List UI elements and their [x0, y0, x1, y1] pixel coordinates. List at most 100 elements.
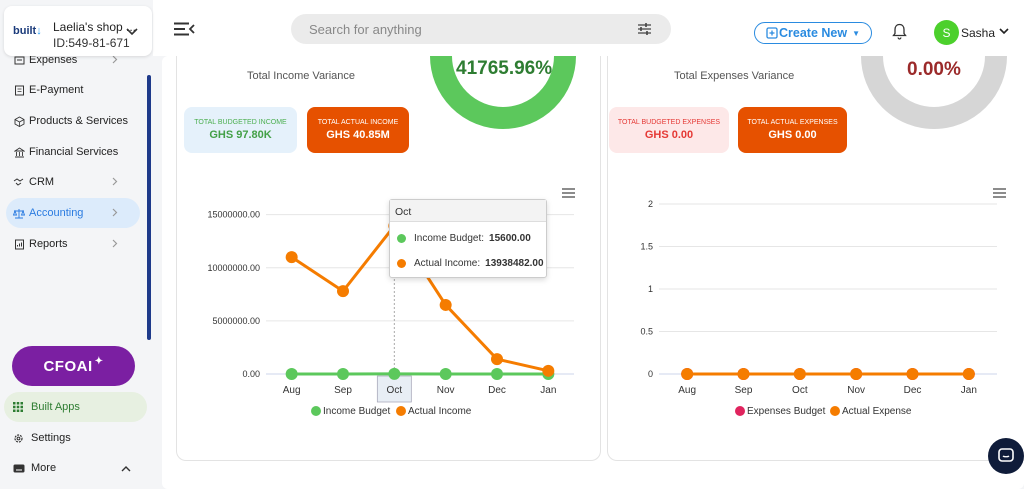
legend-label: Actual Expense: [842, 406, 912, 417]
expenses-line-chart: 0 0.5 1 1.5 2 Aug Sep Oct Nov Dec Jan Expenses Budg…: [640, 199, 997, 417]
chart-menu-icon[interactable]: [993, 188, 1006, 198]
data-point: [542, 364, 555, 377]
data-point: [388, 367, 401, 380]
data-point: [850, 368, 863, 380]
chevron-down-icon[interactable]: [999, 28, 1009, 35]
filter-sliders-icon[interactable]: [637, 22, 652, 36]
built-logo: built↓: [13, 25, 42, 37]
sidebar-item-crm[interactable]: CRM: [6, 167, 140, 197]
create-new-label: Create New: [778, 26, 848, 40]
sidebar-item-label: Accounting: [29, 207, 84, 219]
x-tick-label: Sep: [334, 385, 352, 396]
card-value: GHS 0.00: [768, 129, 817, 141]
card-value: GHS 40.85M: [326, 129, 390, 141]
expenses-variance-label: Total Expenses Variance: [674, 70, 795, 82]
built-apps-button[interactable]: Built Apps: [4, 392, 147, 422]
user-name[interactable]: Sasha: [961, 26, 996, 40]
legend-marker: [830, 406, 840, 416]
receipt-icon: [13, 84, 25, 96]
y-tick-label: 10000000.00: [207, 263, 260, 273]
x-tick-label: Sep: [735, 385, 753, 396]
shop-name: Laelia's shop ...: [53, 20, 137, 34]
sidebar-item-financial-services[interactable]: Financial Services: [6, 137, 140, 167]
settings-label: Settings: [31, 432, 71, 444]
sparkle-icon: ✦: [94, 355, 104, 367]
data-point: [491, 353, 503, 366]
y-tick-label: 0.5: [640, 327, 653, 337]
income-variance-value: 41765.96%: [456, 58, 553, 79]
chevron-right-icon: [112, 177, 118, 186]
data-point: [737, 368, 750, 380]
data-point: [681, 368, 694, 380]
shop-switcher[interactable]: built↓ Laelia's shop ... ID:549-81-671: [4, 6, 152, 56]
x-tick-label: Dec: [904, 385, 922, 396]
y-tick-label: 0.00: [242, 369, 260, 379]
y-tick-label: 15000000.00: [207, 210, 260, 220]
data-point: [439, 298, 452, 311]
settings-button[interactable]: Settings: [4, 423, 147, 453]
actual-dot: [397, 259, 406, 268]
shop-id: ID:549-81-671: [53, 36, 130, 50]
legend-label: Expenses Budget: [747, 406, 826, 417]
more-label: More: [31, 462, 57, 474]
tooltip-actual-value: 13938482.00: [485, 258, 544, 269]
sidebar-item-label: Reports: [29, 238, 68, 250]
x-tick-label: Oct: [387, 385, 403, 396]
caret-down-icon: ▼: [852, 28, 860, 38]
grid-icon: [13, 402, 25, 412]
sidebar-item-label: Expenses: [29, 54, 78, 66]
handshake-icon: [13, 176, 25, 188]
tooltip-actual-row: Actual Income: 13938482.00: [397, 258, 544, 269]
sidebar: built↓ Laelia's shop ... ID:549-81-671 E…: [0, 0, 153, 489]
chevron-right-icon: [112, 208, 118, 217]
x-tick-label: Jan: [961, 385, 977, 396]
budget-dot: [397, 234, 406, 243]
search-input[interactable]: [291, 14, 671, 44]
card-title: TOTAL ACTUAL EXPENSES: [747, 119, 838, 126]
add-box-icon: [766, 27, 778, 39]
avatar[interactable]: S: [934, 20, 959, 45]
bell-icon[interactable]: [892, 23, 907, 40]
keyboard-icon: [13, 464, 25, 473]
x-tick-highlight: [376, 375, 412, 403]
top-bar: Create New ▼ S Sasha: [153, 0, 1024, 56]
legend-marker: [396, 406, 406, 416]
total-actual-income-card: TOTAL ACTUAL INCOME GHS 40.85M: [307, 107, 409, 153]
total-budgeted-income-card: TOTAL BUDGETED INCOME GHS 97.80K: [184, 107, 297, 153]
expenses-gauge: [861, 56, 1007, 129]
expenses-variance-value: 0.00%: [907, 59, 961, 80]
data-point: [793, 368, 806, 380]
cfoai-button[interactable]: CFOAI ✦: [12, 346, 135, 386]
sidebar-item-expenses[interactable]: Expenses: [6, 45, 140, 75]
sidebar-item-label: E-Payment: [29, 84, 84, 96]
x-tick-label: Nov: [847, 385, 865, 396]
income-line-chart: 0.00 5000000.00 10000000.00 15000000.00 Aug S…: [207, 199, 574, 417]
legend-label: Income Budget: [323, 406, 390, 417]
tooltip-title: Oct: [390, 200, 546, 222]
x-tick-label: Dec: [488, 385, 506, 396]
more-button[interactable]: More: [4, 453, 147, 483]
sidebar-item-e-payment[interactable]: E-Payment: [6, 75, 140, 105]
sidebar-scrollbar[interactable]: [147, 75, 151, 340]
chat-button[interactable]: [988, 438, 1024, 474]
bank-icon: [13, 146, 25, 158]
data-point: [906, 368, 919, 380]
menu-collapse-icon[interactable]: [173, 22, 195, 36]
sidebar-item-products-services[interactable]: Products & Services: [6, 106, 140, 136]
chevron-down-icon: [126, 28, 138, 36]
create-new-button[interactable]: Create New ▼: [754, 22, 872, 44]
sidebar-item-label: Products & Services: [29, 115, 129, 127]
sidebar-item-accounting[interactable]: Accounting: [6, 198, 140, 228]
legend-label: Actual Income: [408, 406, 472, 417]
chart-menu-icon[interactable]: [562, 188, 575, 198]
chevron-right-icon: [112, 55, 118, 64]
card-title: TOTAL BUDGETED INCOME: [194, 119, 287, 126]
data-point: [285, 368, 298, 380]
sidebar-item-reports[interactable]: Reports: [6, 229, 140, 259]
y-tick-label: 0: [648, 369, 653, 379]
cfoai-label: CFOAI: [43, 357, 93, 375]
avatar-initial: S: [942, 25, 951, 40]
tooltip-budget-label: Income Budget:: [414, 233, 485, 244]
data-point: [337, 285, 349, 298]
tooltip-budget-row: Income Budget: 15600.00: [397, 233, 531, 244]
